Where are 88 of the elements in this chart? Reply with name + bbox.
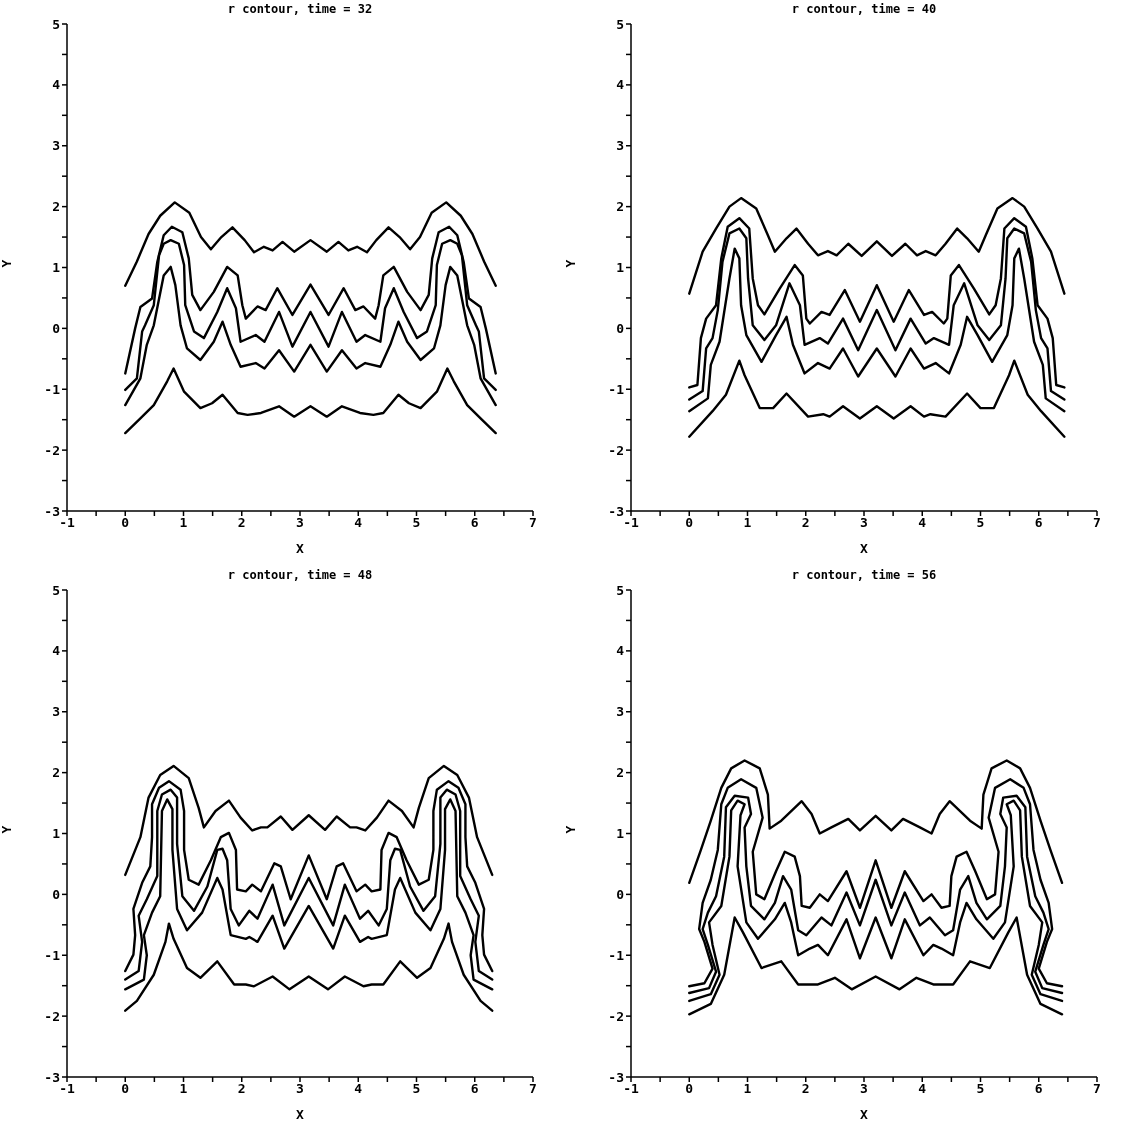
x-tick-label: 1	[743, 1080, 752, 1096]
line-series	[124, 201, 497, 287]
y-tick-label: -2	[44, 442, 60, 458]
y-tick-label: -2	[608, 1008, 624, 1024]
x-tick-label: 5	[976, 1080, 985, 1096]
x-tick-label: 7	[529, 1080, 537, 1096]
y-tick-label: 0	[52, 320, 61, 336]
y-tick-label: 0	[616, 886, 625, 902]
y-tick-label: 3	[52, 138, 60, 154]
y-tick-label: -2	[44, 1008, 60, 1024]
x-tick-label: 7	[1093, 515, 1101, 531]
x-tick-label: 7	[529, 515, 537, 531]
x-tick-label: 3	[860, 515, 868, 531]
y-tick-label: -3	[44, 503, 60, 519]
x-tick-label: 2	[801, 515, 810, 531]
chart-title: r contour, time = 40	[790, 2, 938, 16]
y-tick-label: 1	[616, 260, 625, 276]
line-series	[688, 247, 1066, 413]
x-tick-label: 0	[121, 1080, 130, 1096]
x-tick-label: 5	[976, 515, 985, 531]
line-series	[688, 758, 1064, 884]
x-tick-label: 1	[743, 515, 752, 531]
line-series	[688, 196, 1066, 295]
y-tick-label: -3	[608, 503, 624, 519]
y-tick-label: 5	[616, 582, 624, 598]
x-tick-label: 0	[121, 515, 130, 531]
y-axis-title: Y	[0, 825, 14, 833]
line-series	[124, 921, 494, 1012]
y-tick-label: 4	[616, 77, 625, 93]
y-tick-label: 0	[52, 886, 61, 902]
line-series	[688, 359, 1066, 438]
y-tick-label: 2	[52, 199, 60, 215]
x-tick-label: 7	[1093, 1080, 1101, 1096]
y-tick-label: 5	[52, 16, 60, 32]
x-tick-label: 5	[412, 515, 421, 531]
y-axis-title: Y	[0, 259, 14, 268]
y-tick-label: -1	[608, 947, 625, 963]
x-tick-label: 0	[685, 515, 694, 531]
y-tick-label: 4	[52, 77, 61, 93]
chart-title: r contour, time = 48	[226, 567, 374, 582]
x-tick-label: 3	[860, 1080, 868, 1096]
x-axis-title: X	[296, 1106, 305, 1122]
y-tick-label: 3	[52, 703, 60, 719]
y-tick-label: 4	[616, 642, 625, 658]
x-axis-title: X	[860, 541, 869, 556]
y-tick-label: -1	[44, 381, 61, 397]
y-tick-label: 1	[616, 825, 625, 841]
y-tick-label: -3	[608, 1069, 624, 1085]
x-tick-label: 1	[179, 1080, 188, 1096]
y-tick-label: 4	[52, 642, 61, 658]
x-tick-label: 5	[412, 1080, 421, 1096]
y-tick-label: 2	[616, 764, 624, 780]
x-tick-label: 4	[354, 515, 363, 531]
x-axis-title: X	[860, 1106, 869, 1122]
y-axis-title: Y	[562, 825, 578, 833]
x-tick-label: 4	[918, 515, 927, 531]
x-tick-label: 6	[470, 515, 479, 531]
y-tick-label: -3	[44, 1069, 60, 1085]
y-tick-label: 0	[616, 320, 625, 336]
y-tick-label: 5	[52, 582, 60, 598]
chart-title: r contour, time = 32	[226, 2, 374, 16]
x-tick-label: 4	[354, 1080, 363, 1096]
x-tick-label: 1	[179, 515, 188, 531]
x-tick-label: 2	[237, 515, 246, 531]
y-tick-label: -1	[44, 947, 61, 963]
y-axis-title: Y	[562, 259, 578, 268]
y-tick-label: 2	[52, 764, 60, 780]
y-tick-label: -2	[608, 442, 624, 458]
y-tick-label: 3	[616, 138, 624, 154]
y-tick-label: 3	[616, 703, 624, 719]
line-series	[124, 764, 494, 876]
x-tick-label: 6	[470, 1080, 479, 1096]
y-tick-label: -1	[608, 381, 625, 397]
x-tick-label: 0	[685, 1080, 694, 1096]
y-tick-label: 1	[52, 260, 61, 276]
x-tick-label: 6	[1034, 515, 1043, 531]
y-tick-label: 2	[616, 199, 624, 215]
x-tick-label: 3	[296, 515, 304, 531]
y-tick-label: 1	[52, 825, 61, 841]
x-axis-title: X	[296, 541, 305, 556]
y-tick-label: 5	[616, 16, 624, 32]
line-series	[124, 367, 497, 435]
chart-title: r contour, time = 56	[790, 567, 938, 582]
x-tick-label: 3	[296, 1080, 304, 1096]
x-tick-label: 2	[801, 1080, 810, 1096]
x-tick-label: 6	[1034, 1080, 1043, 1096]
x-tick-label: 4	[918, 1080, 927, 1096]
x-tick-label: 2	[237, 1080, 246, 1096]
